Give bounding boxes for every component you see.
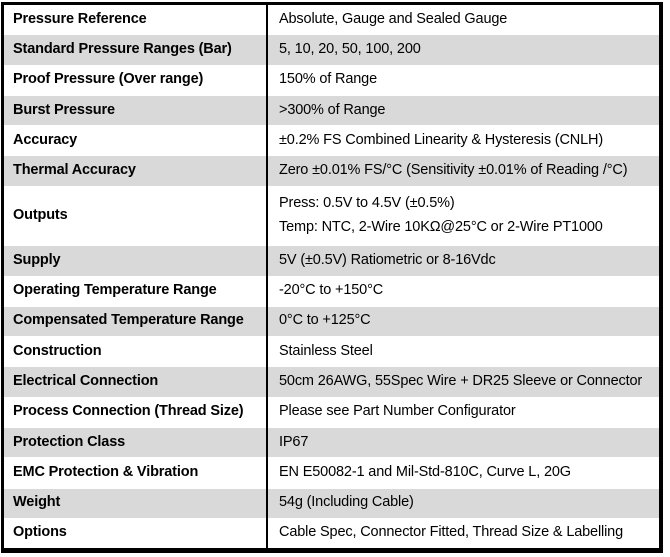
table-row: Outputs Press: 0.5V to 4.5V (±0.5%) Temp:… (4, 186, 659, 246)
spec-value: ±0.2% FS Combined Linearity & Hysteresis… (266, 126, 659, 155)
spec-value: 5V (±0.5V) Ratiometric or 8-16Vdc (266, 246, 659, 275)
table-row: Thermal Accuracy Zero ±0.01% FS/°C (Sens… (4, 155, 659, 187)
table-row: Accuracy ±0.2% FS Combined Linearity & H… (4, 126, 659, 156)
spec-value-line: >300% of Range (279, 101, 386, 118)
spec-label: Outputs (13, 207, 68, 223)
spec-value-line: Cable Spec, Connector Fitted, Thread Siz… (279, 524, 624, 541)
spec-value-line: 5V (±0.5V) Ratiometric or 8-16Vdc (279, 251, 496, 268)
spec-value-line: Zero ±0.01% FS/°C (Sensitivity ±0.01% of… (279, 162, 628, 179)
table-row: Construction Stainless Steel (4, 337, 659, 367)
spec-value: -20°C to +150°C (266, 277, 659, 306)
spec-value-line: Press: 0.5V to 4.5V (±0.5%) (279, 194, 455, 211)
spec-value: 5, 10, 20, 50, 100, 200 (266, 35, 659, 64)
spec-value-line: EN E50082-1 and Mil-Std-810C, Curve L, 2… (279, 463, 571, 480)
table-row: Process Connection (Thread Size) Please … (4, 397, 659, 427)
spec-value-line: Stainless Steel (279, 342, 373, 359)
table-row: EMC Protection & Vibration EN E50082-1 a… (4, 458, 659, 488)
spec-label: Burst Pressure (13, 101, 115, 118)
table-row: Supply 5V (±0.5V) Ratiometric or 8-16Vdc (4, 245, 659, 277)
spec-label: Construction (13, 342, 102, 359)
column-divider (266, 5, 268, 548)
spec-label: Thermal Accuracy (13, 162, 136, 179)
spec-label: Compensated Temperature Range (13, 312, 244, 329)
spec-value: EN E50082-1 and Mil-Std-810C, Curve L, 2… (266, 458, 659, 487)
spec-value-line: 150% of Range (279, 71, 378, 88)
spec-value-line: Absolute, Gauge and Sealed Gauge (279, 10, 508, 27)
spec-table: Pressure Reference Absolute, Gauge and S… (1, 2, 663, 553)
spec-value: 150% of Range (266, 66, 659, 95)
spec-value: 0°C to +125°C (266, 307, 659, 336)
table-row: Options Cable Spec, Connector Fitted, Th… (4, 518, 659, 549)
spec-value-line: Temp: NTC, 2-Wire 10KΩ@25°C or 2-Wire PT… (279, 219, 603, 236)
spec-value-line: Please see Part Number Configurator (279, 403, 516, 420)
spec-value-line: 0°C to +125°C (279, 312, 371, 329)
spec-value-line: 50cm 26AWG, 55Spec Wire + DR25 Sleeve or… (279, 373, 643, 390)
table-row: Electrical Connection 50cm 26AWG, 55Spec… (4, 366, 659, 398)
spec-value-line: 5, 10, 20, 50, 100, 200 (279, 40, 421, 57)
spec-value: IP67 (266, 428, 659, 457)
spec-value: Absolute, Gauge and Sealed Gauge (266, 5, 659, 34)
spec-label: Protection Class (13, 433, 126, 450)
spec-value: Please see Part Number Configurator (266, 398, 659, 427)
spec-label: Weight (13, 494, 61, 511)
table-row: Protection Class IP67 (4, 426, 659, 459)
spec-value-line: ±0.2% FS Combined Linearity & Hysteresis… (279, 131, 604, 148)
spec-label: Pressure Reference (13, 10, 147, 27)
table-row: Proof Pressure (Over range) 150% of Rang… (4, 65, 659, 95)
spec-value-line: -20°C to +150°C (279, 282, 384, 299)
spec-value: 54g (Including Cable) (266, 489, 659, 518)
spec-value: 50cm 26AWG, 55Spec Wire + DR25 Sleeve or… (266, 367, 659, 396)
spec-label: Standard Pressure Ranges (Bar) (13, 40, 232, 57)
table-row: Compensated Temperature Range 0°C to +12… (4, 305, 659, 338)
spec-value: Stainless Steel (266, 337, 659, 366)
spec-value-line: IP67 (279, 433, 309, 450)
spec-label: Accuracy (13, 131, 78, 148)
table-row: Weight 54g (Including Cable) (4, 487, 659, 519)
table-row: Operating Temperature Range -20°C to +15… (4, 276, 659, 306)
spec-label: Electrical Connection (13, 373, 159, 390)
spec-label: Process Connection (Thread Size) (13, 403, 244, 420)
spec-label: EMC Protection & Vibration (13, 463, 199, 480)
spec-value: Cable Spec, Connector Fitted, Thread Siz… (266, 519, 659, 548)
spec-label: Proof Pressure (Over range) (13, 71, 204, 88)
spec-value: >300% of Range (266, 96, 659, 125)
spec-value: Zero ±0.01% FS/°C (Sensitivity ±0.01% of… (266, 156, 659, 185)
spec-label: Options (13, 524, 67, 541)
spec-label: Operating Temperature Range (13, 282, 217, 299)
spec-value-line: 54g (Including Cable) (279, 494, 414, 511)
spec-label: Supply (13, 251, 61, 268)
table-row: Pressure Reference Absolute, Gauge and S… (4, 5, 659, 35)
table-row: Standard Pressure Ranges (Bar) 5, 10, 20… (4, 34, 659, 66)
spec-value: Press: 0.5V to 4.5V (±0.5%) Temp: NTC, 2-… (266, 187, 659, 246)
table-row: Burst Pressure >300% of Range (4, 94, 659, 127)
